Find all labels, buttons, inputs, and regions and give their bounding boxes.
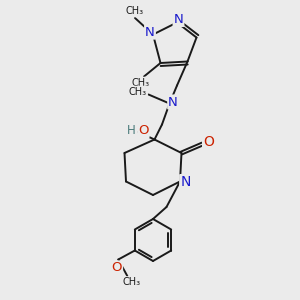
Text: N: N [145,26,155,39]
Text: O: O [138,124,149,137]
Text: H: H [127,124,136,137]
Text: CH₃: CH₃ [123,277,141,287]
Text: N: N [174,13,183,26]
Text: CH₃: CH₃ [126,6,144,16]
Text: N: N [180,175,190,189]
Text: CH₃: CH₃ [129,86,147,97]
Text: N: N [168,95,178,109]
Text: O: O [112,261,122,274]
Text: CH₃: CH₃ [132,77,150,88]
Text: O: O [203,136,214,149]
